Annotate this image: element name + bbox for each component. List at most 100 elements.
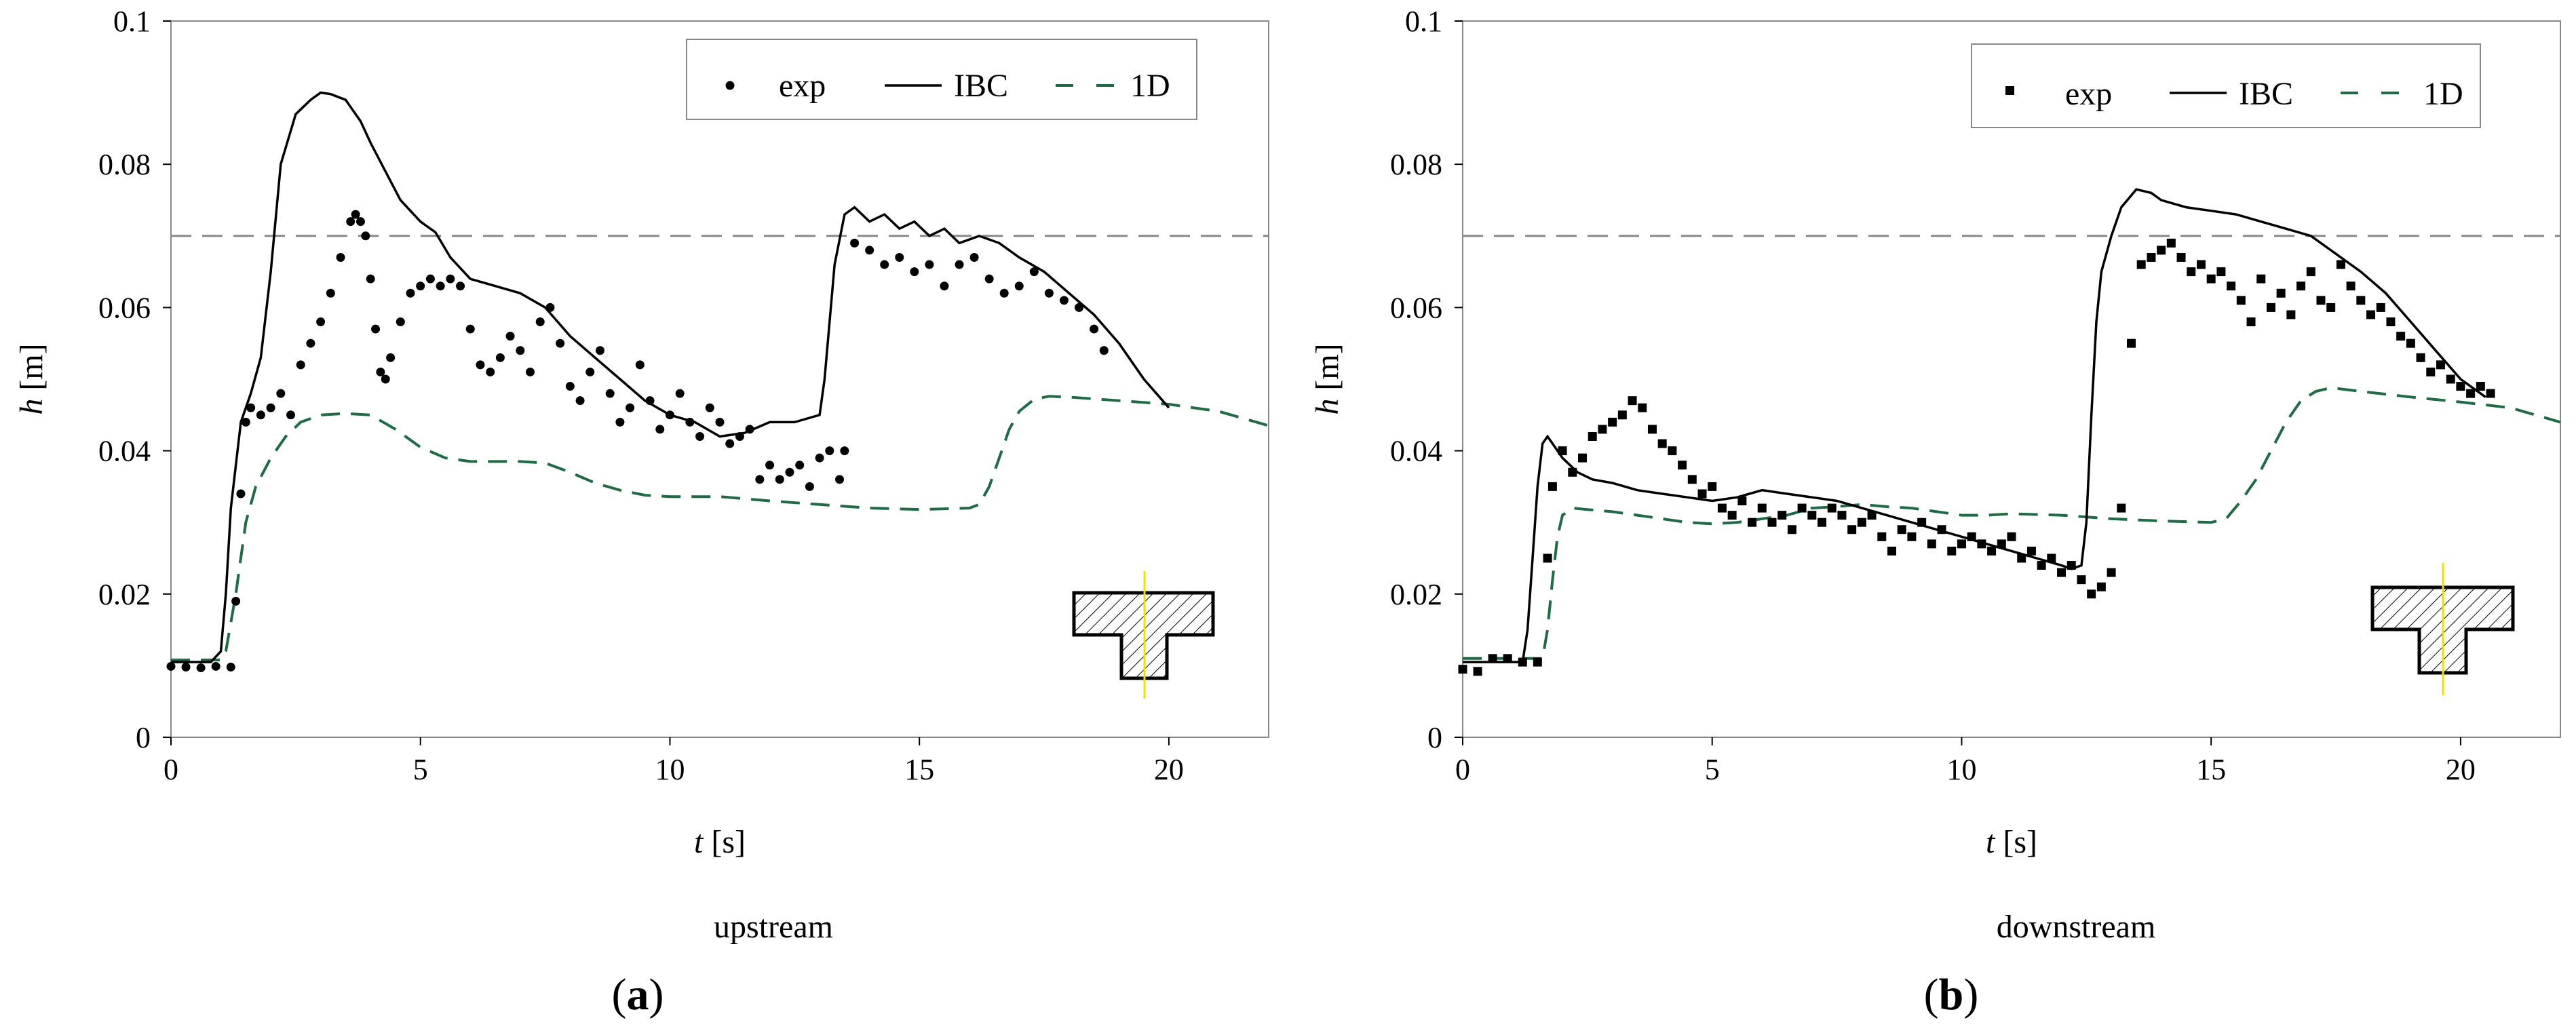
panel-label: (b) [1924,970,1979,1019]
exp-data-point [1937,525,1946,534]
exp-data-point [2096,582,2106,591]
exp-data-point [665,410,674,420]
y-tick-label: 0.08 [98,148,151,181]
exp-data-point [236,489,246,499]
x-tick-label: 20 [1154,753,1184,786]
exp-data-point [969,252,979,262]
exp-data-point [2206,274,2216,284]
exp-data-point [1867,511,1877,520]
exp-data-point [336,252,345,262]
x-tick-label: 5 [413,753,428,786]
y-axis: 0 0.02 0.04 0.06 0.08 0.1 [98,5,171,754]
legend-label-ibc: IBC [2239,76,2293,112]
exp-data-point [835,475,845,484]
exp-data-point [346,217,355,227]
plot-area [1462,20,2561,738]
exp-data-point [2466,389,2476,398]
x-axis-label: t [s] [1986,824,2037,860]
exp-data-point [425,274,435,284]
exp-data-point [2176,252,2186,262]
exp-data-point [755,475,765,484]
exp-data-point [1907,532,1917,541]
exp-data-point [1518,657,1527,667]
exp-data-point [626,403,635,412]
exp-data-point [351,210,360,219]
exp-data-point [1090,324,1099,334]
exp-data-point [266,403,275,412]
exp-data-point [371,324,381,334]
exp-data-point [1647,425,1657,434]
legend-box [686,39,1197,120]
y-axis-label: h [m] [14,343,50,414]
exp-data-point [505,332,515,341]
legend: exp IBC 1D [686,39,1197,120]
exp-data-point [1727,511,1737,520]
exp-data-point [1697,489,1707,499]
exp-data-point [296,360,305,370]
legend-marker-exp [725,81,735,90]
exp-data-point [436,281,445,291]
panel-a: 0 5 10 15 20 0 0.02 0.04 0.06 0.08 0.1 h [m] t [s… [14,5,1269,1019]
exp-data-point [865,246,874,255]
exp-data-point [1099,346,1109,355]
exp-data-point [605,389,615,398]
exp-data-point [326,288,335,298]
exp-data-point [2456,382,2465,391]
exp-data-point [695,431,705,441]
exp-data-point [999,288,1009,298]
exp-data-point [745,425,754,434]
exp-data-point [2077,575,2086,585]
exp-data-point [1059,296,1069,305]
exp-data-point [1897,525,1906,534]
t-shaped-cross-section-icon [1072,571,1215,699]
exp-data-point [2446,374,2455,384]
exp-data-point [2057,568,2066,577]
exp-data-point [2147,252,2156,262]
exp-data-point [2026,546,2036,556]
exp-data-point [2136,260,2146,269]
x-axis: 0 5 10 15 20 [164,737,1184,786]
exp-data-point [1708,482,1717,491]
exp-data-point [381,374,390,384]
exp-data-point [2426,367,2436,376]
exp-data-point [725,439,735,448]
exp-data-point [1887,546,1896,556]
exp-data-point [2117,503,2126,513]
exp-data-point [1687,475,1697,484]
series-exp [1458,238,2495,676]
exp-data-point [231,596,241,606]
exp-data-point [655,425,665,434]
exp-data-point [1578,453,1588,463]
exp-data-point [910,267,919,277]
y-tick-label: 0.06 [1390,291,1442,324]
exp-data-point [895,252,904,262]
exp-data-point [1458,665,1467,674]
exp-data-point [2416,353,2425,362]
y-tick-label: 0.04 [1390,435,1442,468]
exp-data-point [286,410,296,420]
exp-data-point [635,360,645,370]
exp-data-point [1987,546,1997,556]
exp-data-point [2346,281,2356,291]
exp-data-point [226,663,235,672]
exp-data-point [1503,654,1512,663]
x-tick-label: 0 [1455,753,1470,786]
legend-box [1971,43,2481,128]
exp-data-point [585,367,595,376]
exp-data-point [2396,332,2406,341]
x-tick-label: 15 [2196,753,2226,786]
exp-data-point [2246,317,2256,327]
exp-data-point [825,446,834,456]
exp-data-point [211,661,220,671]
x-tick-label: 15 [904,753,934,786]
t-shaped-cross-section-icon [2370,563,2515,695]
exp-data-point [276,389,286,398]
exp-data-point [306,338,315,348]
exp-data-point [2356,296,2366,305]
exp-data-point [556,338,565,348]
exp-data-point [2157,246,2166,255]
exp-data-point [1628,396,1637,406]
exp-data-point [645,396,655,406]
exp-data-point [2386,317,2396,327]
